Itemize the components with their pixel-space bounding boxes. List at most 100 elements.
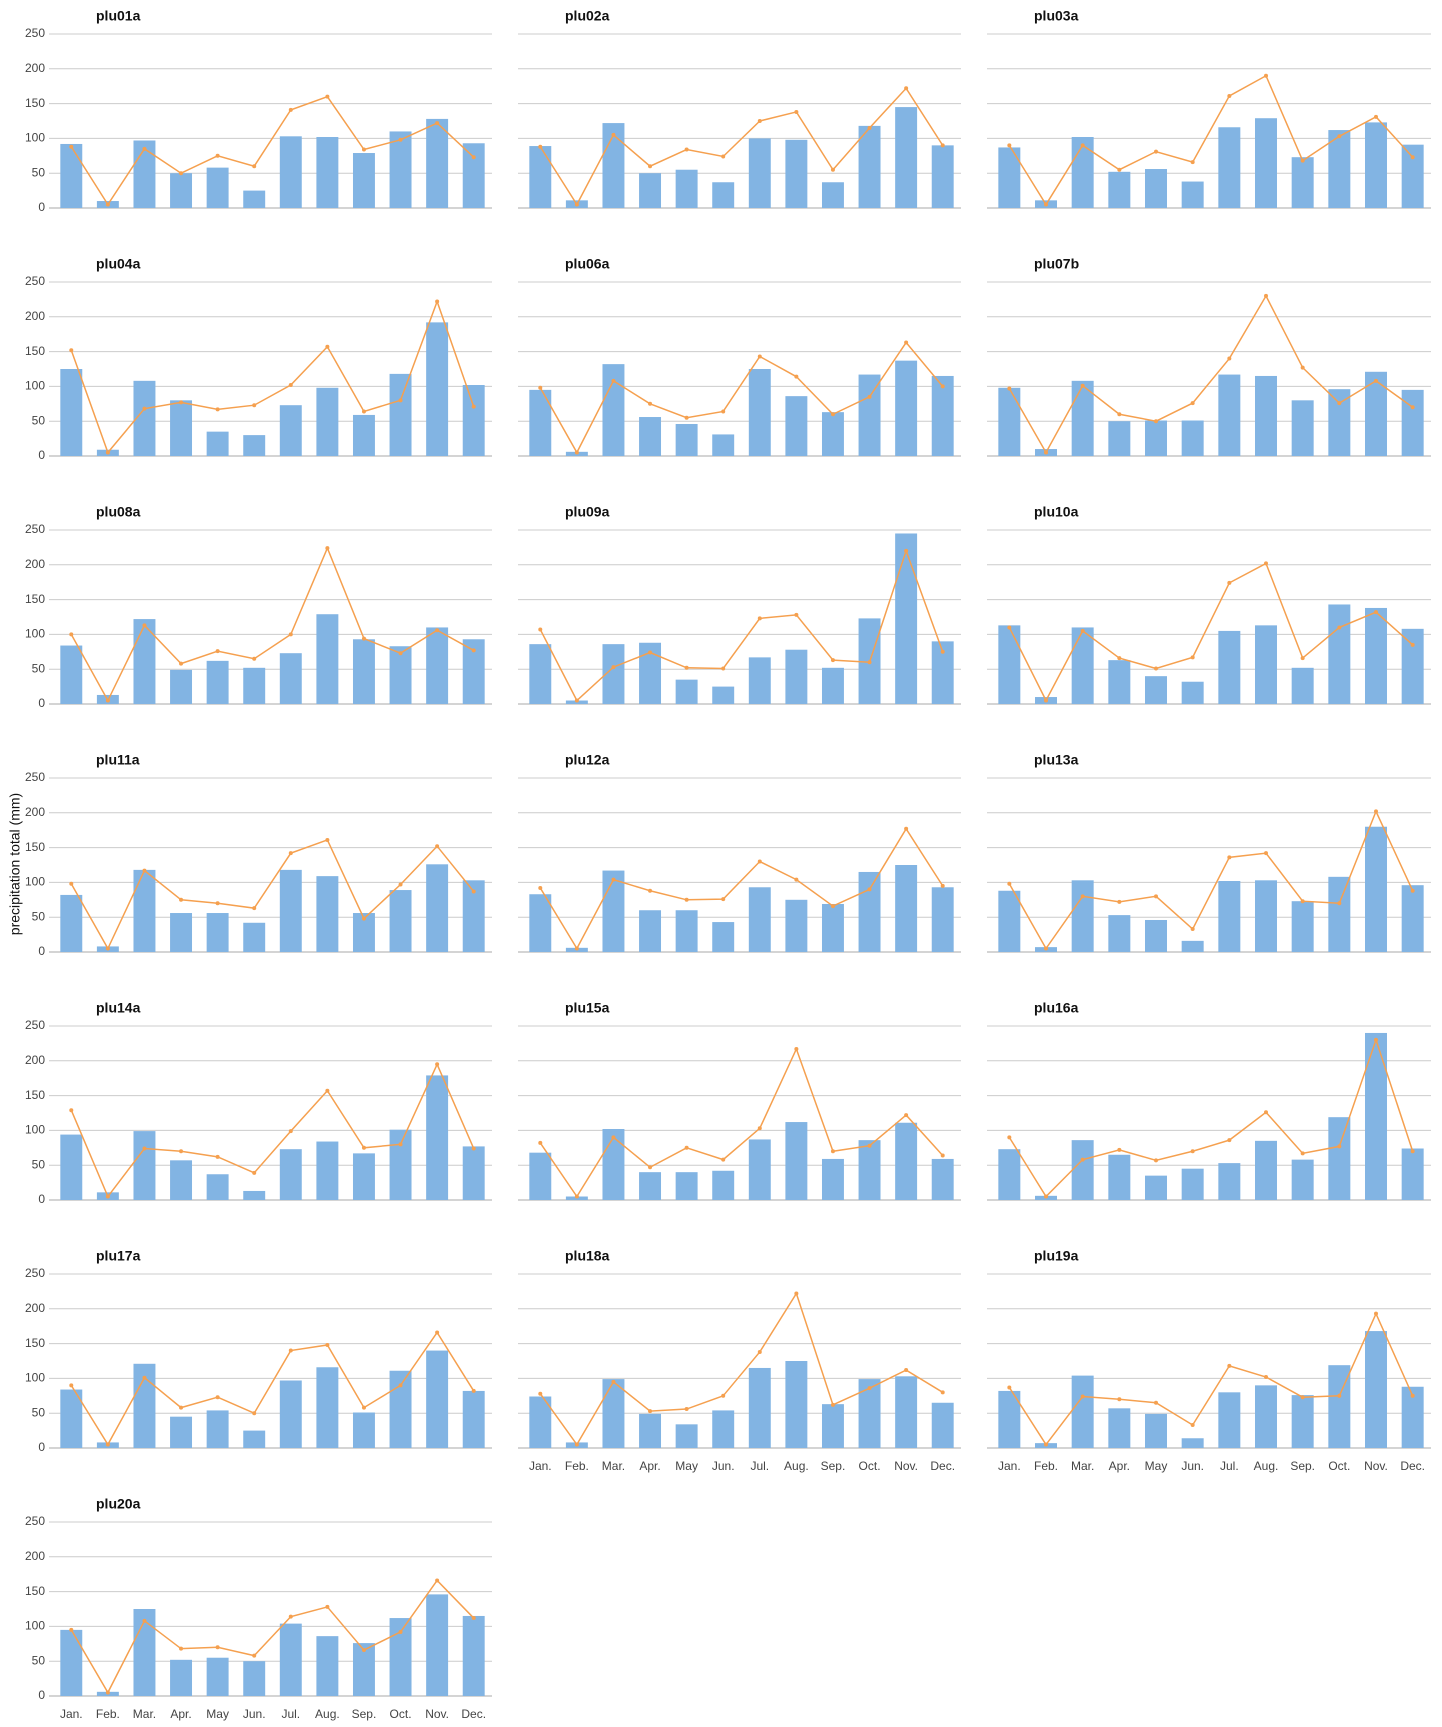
bar bbox=[1181, 420, 1204, 456]
line-point bbox=[1154, 419, 1158, 424]
line-point bbox=[435, 299, 440, 304]
line-point bbox=[611, 877, 616, 882]
x-tick-label: Jan. bbox=[998, 1459, 1021, 1473]
line bbox=[1008, 1037, 1414, 1198]
bar bbox=[462, 385, 485, 456]
line-point bbox=[1374, 378, 1378, 383]
line-point bbox=[1117, 1147, 1122, 1152]
bar bbox=[785, 396, 808, 456]
bar bbox=[243, 190, 266, 208]
bar bbox=[426, 322, 449, 456]
bar bbox=[675, 910, 698, 952]
bar bbox=[206, 913, 229, 952]
bar bbox=[389, 646, 412, 704]
line-point bbox=[142, 623, 147, 628]
line-point bbox=[252, 403, 257, 408]
bar bbox=[389, 890, 412, 952]
y-tick-label: 50 bbox=[32, 1653, 46, 1667]
line bbox=[539, 548, 944, 702]
y-tick-label: 150 bbox=[25, 840, 45, 854]
line-point bbox=[179, 897, 184, 902]
line-point bbox=[325, 94, 330, 99]
bar bbox=[1291, 157, 1314, 208]
line bbox=[539, 1046, 944, 1198]
line-point bbox=[435, 1578, 440, 1583]
y-tick-label: 0 bbox=[38, 448, 45, 462]
bar bbox=[675, 1172, 698, 1200]
y-tick-label: 0 bbox=[38, 696, 45, 710]
bar bbox=[1218, 1163, 1241, 1200]
line-point bbox=[471, 1616, 476, 1621]
bar bbox=[529, 389, 552, 456]
bar bbox=[426, 118, 449, 208]
line-point bbox=[1190, 1423, 1195, 1428]
bar bbox=[1145, 169, 1167, 208]
bar bbox=[243, 1661, 266, 1696]
line-point bbox=[648, 1165, 653, 1170]
bar bbox=[785, 649, 808, 704]
x-tick-label: Oct. bbox=[1328, 1459, 1350, 1473]
bar bbox=[1365, 1331, 1387, 1448]
line-point bbox=[1374, 1311, 1378, 1316]
line bbox=[539, 341, 944, 455]
bar bbox=[426, 627, 449, 704]
bar bbox=[1255, 1140, 1277, 1200]
panel-title: plu04a bbox=[96, 256, 141, 272]
line-point bbox=[794, 374, 799, 379]
bar bbox=[243, 922, 266, 952]
line-point bbox=[830, 658, 835, 663]
bar bbox=[639, 642, 662, 704]
bar bbox=[1401, 885, 1424, 952]
bar bbox=[1145, 919, 1167, 952]
line-point bbox=[361, 147, 366, 152]
bar bbox=[389, 131, 412, 208]
bar bbox=[748, 1367, 771, 1448]
line-point bbox=[1410, 405, 1415, 410]
line-point bbox=[721, 897, 726, 902]
line-point bbox=[1154, 1400, 1158, 1405]
line-point bbox=[288, 1348, 293, 1353]
panel: plu19a Jan. Feb. Mar. Apr. May Jun. Jul. Aug. Sep… bbox=[987, 1248, 1431, 1473]
x-tick-label: Jul. bbox=[1220, 1459, 1239, 1473]
bar bbox=[858, 125, 881, 208]
x-tick-label: Nov. bbox=[1364, 1459, 1388, 1473]
line-point bbox=[867, 394, 872, 399]
line-point bbox=[757, 1126, 762, 1131]
bar bbox=[60, 1629, 83, 1696]
bar bbox=[279, 1623, 302, 1696]
panel-title: plu17a bbox=[96, 1248, 141, 1264]
bar bbox=[1255, 375, 1277, 456]
bar bbox=[785, 1122, 808, 1200]
bar bbox=[1328, 876, 1351, 952]
y-tick-label: 250 bbox=[25, 26, 45, 40]
bar bbox=[426, 1350, 449, 1448]
line-point bbox=[904, 86, 909, 91]
panel: plu14a 0 50 100 150 200 250 bbox=[25, 1000, 492, 1206]
line-point bbox=[252, 656, 257, 661]
y-tick-label: 250 bbox=[25, 1514, 45, 1528]
line-point bbox=[1044, 202, 1048, 207]
line-point bbox=[1410, 888, 1415, 893]
bar bbox=[785, 899, 808, 952]
line-point bbox=[361, 636, 366, 641]
line-point bbox=[105, 202, 110, 207]
line-point bbox=[435, 628, 440, 633]
panel-title: plu12a bbox=[565, 752, 610, 768]
line-point bbox=[611, 378, 616, 383]
bar bbox=[529, 146, 552, 208]
x-tick-label: Jan. bbox=[60, 1707, 83, 1721]
line-point bbox=[69, 348, 74, 353]
bar bbox=[316, 1367, 339, 1448]
y-tick-label: 250 bbox=[25, 1018, 45, 1032]
line-point bbox=[1264, 561, 1268, 566]
x-tick-label: Jul. bbox=[281, 1707, 300, 1721]
line-point bbox=[1337, 134, 1342, 139]
line-point bbox=[1227, 580, 1232, 585]
line-point bbox=[684, 147, 689, 152]
line-point bbox=[1080, 1157, 1085, 1162]
x-tick-label: Jan. bbox=[529, 1459, 552, 1473]
line-point bbox=[830, 1149, 835, 1154]
line-point bbox=[904, 1368, 909, 1373]
bar bbox=[639, 1172, 662, 1200]
bar bbox=[243, 667, 266, 704]
